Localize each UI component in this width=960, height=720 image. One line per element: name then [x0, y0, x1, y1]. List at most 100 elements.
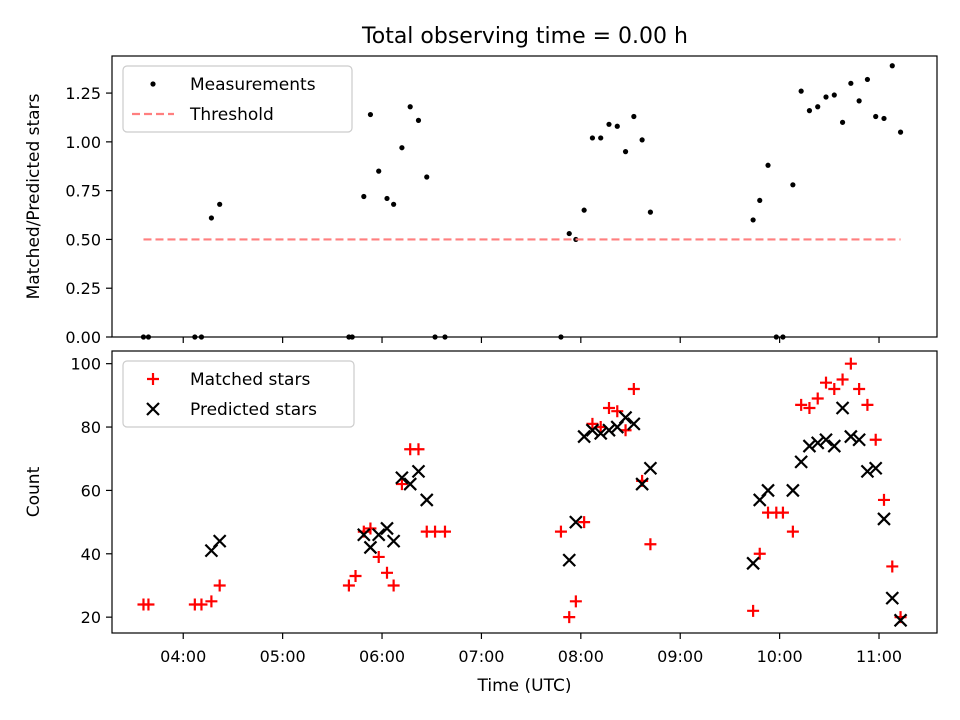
legend-label: Predicted stars — [190, 400, 317, 420]
measurement-point — [765, 162, 771, 168]
predicted-star-point — [802, 439, 817, 453]
matched-star-point — [803, 402, 816, 415]
predicted-star-point — [577, 429, 591, 444]
predicted-star-point — [395, 470, 409, 485]
legend-label: Measurements — [190, 75, 316, 95]
predicted-star-point — [794, 455, 808, 469]
legend-box — [122, 65, 353, 133]
predicted-star-point — [411, 464, 426, 479]
matched-star-point — [877, 493, 890, 506]
measurement-point — [889, 63, 895, 69]
predicted-star-point — [212, 534, 227, 548]
predicted-star-point — [386, 534, 401, 548]
matched-star-point — [205, 595, 218, 608]
matched-star-point — [869, 433, 882, 446]
matched-star-point — [387, 579, 400, 592]
matched-star-point — [372, 550, 385, 563]
matched-star-point — [795, 398, 808, 411]
matched-star-point — [644, 538, 657, 551]
measurement-point — [361, 193, 367, 200]
measurement-point — [217, 201, 223, 207]
legend-marker-measurements — [150, 81, 156, 87]
y-tick-label: 0.50 — [65, 230, 101, 249]
measurement-point — [614, 123, 620, 129]
y-tick-label: 20 — [81, 608, 101, 627]
measurement-point — [848, 80, 854, 86]
matched-star-point — [213, 579, 226, 592]
measurement-point — [622, 149, 629, 155]
y-axis-label: Matched/Predicted stars — [24, 93, 44, 299]
matched-star-point — [776, 506, 789, 519]
legend-box — [122, 360, 355, 428]
x-tick-label: 10:00 — [757, 647, 803, 666]
legend: Measurements Threshold — [122, 65, 353, 133]
predicted-star-point — [635, 477, 649, 491]
predicted-star-point — [593, 426, 608, 441]
y-tick-label: 100 — [70, 355, 101, 374]
predicted-star-point — [844, 429, 858, 444]
measurement-point — [606, 121, 612, 127]
measurement-point — [407, 104, 413, 110]
matched-star-point — [554, 525, 567, 538]
x-tick-label: 11:00 — [856, 647, 902, 666]
measurement-point — [589, 135, 596, 141]
measurement-point — [384, 195, 390, 202]
predicted-star-point — [380, 521, 394, 536]
matched-star-point — [753, 547, 766, 560]
x-tick-label: 09:00 — [657, 647, 703, 666]
legend-marker-predicted — [146, 402, 160, 416]
matched-star-point — [438, 525, 451, 538]
matched-star-point — [747, 604, 760, 617]
legend-marker-matched — [147, 373, 159, 385]
matched-star-point — [195, 598, 208, 611]
measurement-point — [839, 119, 846, 125]
measurement-point — [823, 94, 829, 100]
x-tick-label: 06:00 — [359, 647, 405, 666]
measurement-point — [639, 137, 645, 143]
predicted-star-point — [786, 483, 800, 498]
predicted-star-point — [643, 461, 658, 476]
matched-star-point — [381, 566, 393, 579]
matched-star-point — [786, 525, 799, 538]
measurement-point — [598, 135, 604, 141]
matched-star-point — [836, 373, 849, 386]
matched-star-point — [853, 383, 866, 396]
predicted-star-point — [585, 423, 600, 437]
figure-title: Total observing time = 0.00 h — [361, 24, 688, 49]
predicted-star-point — [371, 527, 386, 542]
matched-star-point — [611, 405, 624, 418]
y-tick-label: 60 — [81, 481, 101, 500]
measurement-point — [208, 215, 214, 221]
y-tick-label: 0.00 — [65, 328, 101, 347]
predicted-star-point — [885, 591, 900, 605]
measurement-point — [399, 145, 405, 151]
y-tick-label: 0.25 — [65, 279, 101, 298]
matched-star-point — [364, 522, 377, 535]
measurement-point — [873, 113, 879, 120]
measurement-point — [631, 113, 637, 120]
matched-star-point — [886, 560, 899, 573]
measurement-point — [581, 207, 587, 213]
predicted-star-point — [602, 423, 616, 437]
y-tick-label: 40 — [81, 545, 101, 564]
measurement-point — [864, 76, 871, 83]
measurement-point — [566, 230, 572, 237]
y-tick-label: 1.00 — [65, 133, 101, 152]
bottom-panel: 20 40 60 80 100 04:00 05:00 06:00 07:00 08:00 09:0… — [24, 350, 938, 696]
predicted-star-point — [893, 613, 908, 628]
measurement-point — [806, 108, 813, 114]
predicted-star-point — [810, 436, 825, 450]
matched-star-point — [569, 595, 582, 608]
matched-star-point — [412, 443, 425, 456]
matched-star-point — [627, 383, 640, 396]
measurement-point — [897, 129, 904, 135]
top-panel: 0.00 0.25 0.50 0.75 1.00 1.25 Matched/Predicte… — [24, 55, 938, 347]
matched-star-point — [578, 516, 591, 529]
matched-star-point — [844, 357, 857, 370]
predicted-star-point — [357, 527, 371, 542]
measurement-point — [367, 111, 374, 118]
x-tick-label: 08:00 — [558, 647, 604, 666]
predicted-star-point — [827, 439, 842, 453]
y-tick-label: 80 — [81, 418, 101, 437]
